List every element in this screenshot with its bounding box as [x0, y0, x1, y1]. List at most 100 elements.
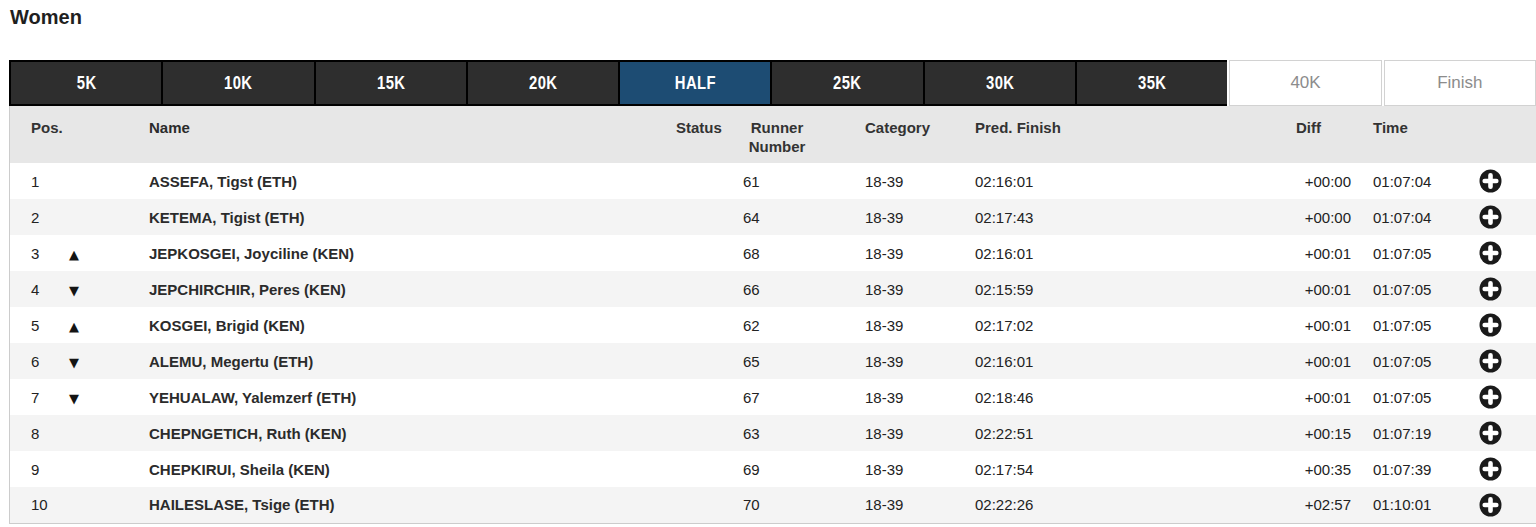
pred-finish-cell: 02:17:02 — [962, 307, 1152, 343]
table-row[interactable]: 7 ▼ YEHUALAW, Yalemzerf (ETH) 67 18-39 0… — [10, 379, 1536, 415]
pred-finish-cell: 02:22:26 — [962, 487, 1152, 523]
position-change-cell — [65, 415, 149, 451]
diff-cell: +00:00 — [1152, 199, 1351, 235]
header-runner-number: Runner Number — [737, 106, 817, 163]
split-tab-35k[interactable]: 35K — [1075, 60, 1227, 106]
plus-circle-icon[interactable] — [1479, 493, 1502, 517]
split-tab-label: Finish — [1437, 73, 1482, 93]
split-tab-20k[interactable]: 20K — [466, 60, 618, 106]
diff-cell: +00:01 — [1152, 271, 1351, 307]
plus-circle-icon[interactable] — [1479, 313, 1502, 337]
split-tab-5k[interactable]: 5K — [9, 60, 161, 106]
time-cell: 01:07:05 — [1351, 379, 1444, 415]
time-cell: 01:07:05 — [1351, 271, 1444, 307]
diff-cell: +00:01 — [1152, 379, 1351, 415]
table-row[interactable]: 2 KETEMA, Tigist (ETH) 64 18-39 02:17:43… — [10, 199, 1536, 235]
header-status: Status — [671, 106, 737, 163]
status-cell — [671, 235, 737, 271]
plus-circle-icon[interactable] — [1479, 457, 1502, 481]
header-time: Time — [1351, 106, 1444, 163]
split-tab-label: 15K — [377, 72, 405, 94]
diff-cell: +00:15 — [1152, 415, 1351, 451]
pred-finish-cell: 02:15:59 — [962, 271, 1152, 307]
diff-cell: +00:01 — [1152, 343, 1351, 379]
time-cell: 01:07:39 — [1351, 451, 1444, 487]
pred-finish-cell: 02:17:43 — [962, 199, 1152, 235]
status-cell — [671, 415, 737, 451]
expand-cell — [1444, 199, 1536, 235]
category-cell: 18-39 — [817, 271, 962, 307]
category-cell: 18-39 — [817, 343, 962, 379]
status-cell — [671, 307, 737, 343]
table-row[interactable]: 8 CHEPNGETICH, Ruth (KEN) 63 18-39 02:22… — [10, 415, 1536, 451]
runner-name-cell: CHEPNGETICH, Ruth (KEN) — [149, 415, 671, 451]
runner-name-cell: KOSGEI, Brigid (KEN) — [149, 307, 671, 343]
header-diff: Diff — [1152, 106, 1351, 163]
runner-name-cell: KETEMA, Tigist (ETH) — [149, 199, 671, 235]
split-tab-label: HALF — [675, 72, 716, 94]
plus-circle-icon[interactable] — [1479, 349, 1502, 373]
expand-cell — [1444, 343, 1536, 379]
position-change-cell — [65, 199, 149, 235]
position-cell: 1 — [10, 163, 65, 199]
status-cell — [671, 343, 737, 379]
position-cell: 10 — [10, 487, 65, 523]
diff-cell: +00:01 — [1152, 307, 1351, 343]
time-cell: 01:07:04 — [1351, 199, 1444, 235]
position-change-cell — [65, 451, 149, 487]
plus-circle-icon[interactable] — [1479, 421, 1502, 445]
split-tab-label: 40K — [1290, 73, 1320, 93]
runner-number-cell: 63 — [737, 415, 817, 451]
split-tab-half[interactable]: HALF — [618, 60, 770, 106]
diff-cell: +00:01 — [1152, 235, 1351, 271]
position-change-cell: ▼ — [65, 271, 149, 307]
category-cell: 18-39 — [817, 199, 962, 235]
table-row[interactable]: 6 ▼ ALEMU, Megertu (ETH) 65 18-39 02:16:… — [10, 343, 1536, 379]
category-cell: 18-39 — [817, 235, 962, 271]
category-cell: 18-39 — [817, 451, 962, 487]
table-row[interactable]: 10 HAILESLASE, Tsige (ETH) 70 18-39 02:2… — [10, 487, 1536, 523]
plus-circle-icon[interactable] — [1479, 277, 1502, 301]
table-row[interactable]: 4 ▼ JEPCHIRCHIR, Peres (KEN) 66 18-39 02… — [10, 271, 1536, 307]
runner-number-cell: 68 — [737, 235, 817, 271]
category-cell: 18-39 — [817, 307, 962, 343]
position-down-icon: ▼ — [69, 391, 79, 406]
time-cell: 01:07:05 — [1351, 235, 1444, 271]
position-up-icon: ▲ — [69, 247, 79, 262]
runner-number-cell: 65 — [737, 343, 817, 379]
table-row[interactable]: 1 ASSEFA, Tigst (ETH) 61 18-39 02:16:01 … — [10, 163, 1536, 199]
split-tab-label: 10K — [224, 72, 252, 94]
pred-finish-cell: 02:17:54 — [962, 451, 1152, 487]
plus-circle-icon[interactable] — [1479, 385, 1502, 409]
split-tab-10k[interactable]: 10K — [161, 60, 313, 106]
position-change-cell — [65, 487, 149, 523]
position-cell: 7 — [10, 379, 65, 415]
position-cell: 8 — [10, 415, 65, 451]
position-cell: 3 — [10, 235, 65, 271]
split-tab-40k[interactable]: 40K — [1229, 60, 1381, 106]
plus-circle-icon[interactable] — [1479, 241, 1502, 265]
pred-finish-cell: 02:16:01 — [962, 235, 1152, 271]
status-cell — [671, 199, 737, 235]
plus-circle-icon[interactable] — [1479, 205, 1502, 229]
results-body: 1 ASSEFA, Tigst (ETH) 61 18-39 02:16:01 … — [10, 163, 1536, 523]
diff-cell: +00:35 — [1152, 451, 1351, 487]
header-pred-finish: Pred. Finish — [962, 106, 1152, 163]
split-tab-finish[interactable]: Finish — [1384, 60, 1536, 106]
table-row[interactable]: 9 CHEPKIRUI, Sheila (KEN) 69 18-39 02:17… — [10, 451, 1536, 487]
expand-cell — [1444, 235, 1536, 271]
results-table-container: Pos. Name Status Runner Number Category … — [9, 106, 1536, 524]
header-category: Category — [817, 106, 962, 163]
position-cell: 5 — [10, 307, 65, 343]
split-tab-15k[interactable]: 15K — [314, 60, 466, 106]
split-tab-30k[interactable]: 30K — [923, 60, 1075, 106]
expand-cell — [1444, 271, 1536, 307]
expand-cell — [1444, 163, 1536, 199]
diff-cell: +00:00 — [1152, 163, 1351, 199]
split-tab-25k[interactable]: 25K — [770, 60, 922, 106]
table-row[interactable]: 3 ▲ JEPKOSGEI, Joyciline (KEN) 68 18-39 … — [10, 235, 1536, 271]
time-cell: 01:07:05 — [1351, 307, 1444, 343]
position-up-icon: ▲ — [69, 319, 79, 334]
table-row[interactable]: 5 ▲ KOSGEI, Brigid (KEN) 62 18-39 02:17:… — [10, 307, 1536, 343]
plus-circle-icon[interactable] — [1479, 169, 1502, 193]
